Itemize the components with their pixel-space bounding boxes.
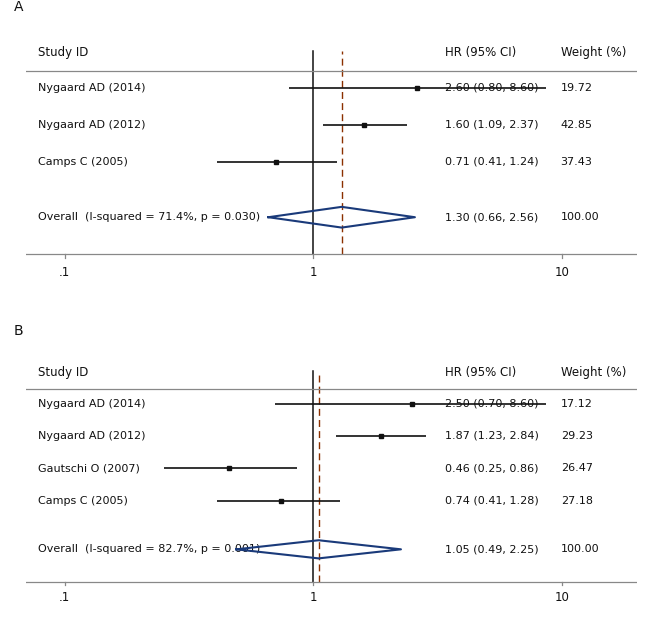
Text: 0.74 (0.41, 1.28): 0.74 (0.41, 1.28) bbox=[445, 496, 538, 506]
Text: HR (95% CI): HR (95% CI) bbox=[445, 366, 516, 379]
Text: 1: 1 bbox=[309, 266, 317, 279]
Text: 10: 10 bbox=[554, 591, 569, 604]
Text: Overall  (I-squared = 71.4%, p = 0.030): Overall (I-squared = 71.4%, p = 0.030) bbox=[38, 212, 261, 222]
Text: .1: .1 bbox=[59, 591, 70, 604]
Text: Nygaard AD (2014): Nygaard AD (2014) bbox=[38, 399, 146, 409]
Text: 1.60 (1.09, 2.37): 1.60 (1.09, 2.37) bbox=[445, 120, 538, 130]
Text: 19.72: 19.72 bbox=[560, 82, 593, 93]
Text: Overall  (I-squared = 82.7%, p = 0.001): Overall (I-squared = 82.7%, p = 0.001) bbox=[38, 544, 261, 554]
Text: 0.71 (0.41, 1.24): 0.71 (0.41, 1.24) bbox=[445, 157, 538, 167]
Text: Nygaard AD (2014): Nygaard AD (2014) bbox=[38, 82, 146, 93]
Text: 1.05 (0.49, 2.25): 1.05 (0.49, 2.25) bbox=[445, 544, 538, 554]
Text: 10: 10 bbox=[554, 266, 569, 279]
Text: Weight (%): Weight (%) bbox=[560, 366, 626, 379]
Text: Gautschi O (2007): Gautschi O (2007) bbox=[38, 463, 140, 474]
Text: 1: 1 bbox=[309, 591, 317, 604]
Text: 26.47: 26.47 bbox=[560, 463, 593, 474]
Text: Nygaard AD (2012): Nygaard AD (2012) bbox=[38, 120, 146, 130]
Text: 1.30 (0.66, 2.56): 1.30 (0.66, 2.56) bbox=[445, 212, 538, 222]
Text: Camps C (2005): Camps C (2005) bbox=[38, 496, 128, 506]
Text: 29.23: 29.23 bbox=[560, 431, 593, 441]
Text: 42.85: 42.85 bbox=[560, 120, 593, 130]
Text: 0.46 (0.25, 0.86): 0.46 (0.25, 0.86) bbox=[445, 463, 538, 474]
Text: Camps C (2005): Camps C (2005) bbox=[38, 157, 128, 167]
Text: 27.18: 27.18 bbox=[560, 496, 593, 506]
Text: 1.87 (1.23, 2.84): 1.87 (1.23, 2.84) bbox=[445, 431, 538, 441]
Text: 37.43: 37.43 bbox=[560, 157, 593, 167]
Text: A: A bbox=[14, 1, 23, 14]
Text: 2.60 (0.80, 8.60): 2.60 (0.80, 8.60) bbox=[445, 82, 538, 93]
Text: Study ID: Study ID bbox=[38, 366, 88, 379]
Text: HR (95% CI): HR (95% CI) bbox=[445, 46, 516, 59]
Text: 2.50 (0.70, 8.60): 2.50 (0.70, 8.60) bbox=[445, 399, 538, 409]
Text: B: B bbox=[14, 324, 23, 339]
Text: 100.00: 100.00 bbox=[560, 212, 599, 222]
Text: Study ID: Study ID bbox=[38, 46, 88, 59]
Text: .1: .1 bbox=[59, 266, 70, 279]
Text: 17.12: 17.12 bbox=[560, 399, 593, 409]
Text: 100.00: 100.00 bbox=[560, 544, 599, 554]
Text: Nygaard AD (2012): Nygaard AD (2012) bbox=[38, 431, 146, 441]
Text: Weight (%): Weight (%) bbox=[560, 46, 626, 59]
